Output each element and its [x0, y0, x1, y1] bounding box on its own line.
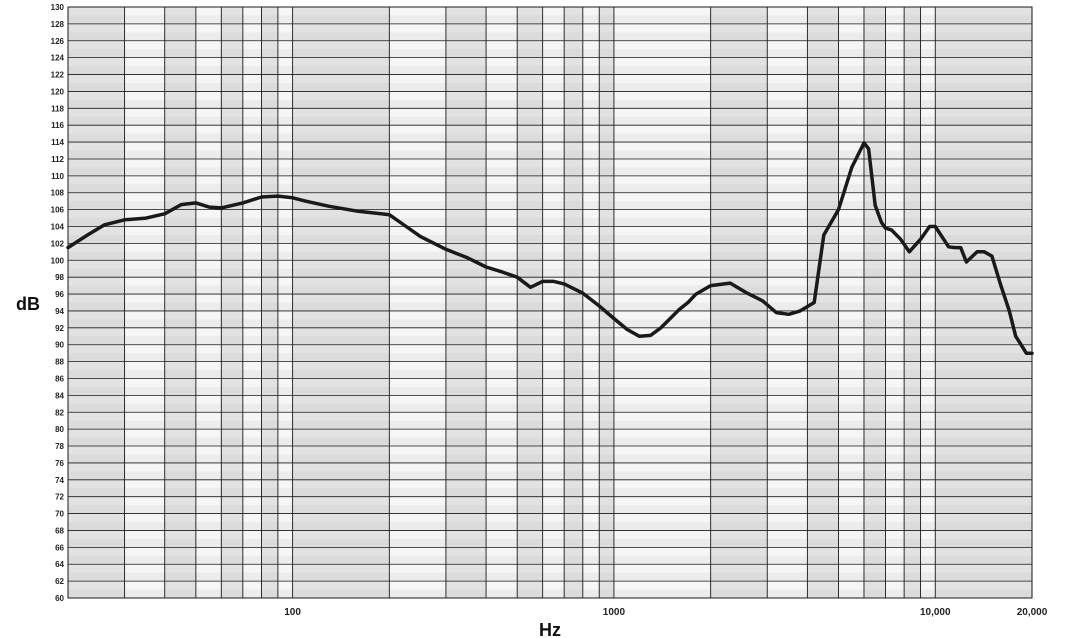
shaded-band [564, 7, 583, 598]
shaded-band [221, 7, 243, 598]
y-tick-label: 78 [55, 442, 64, 451]
row-stripe [68, 446, 1032, 455]
y-tick-label: 100 [51, 256, 65, 265]
y-tick-label: 112 [51, 155, 64, 164]
row-stripe [68, 513, 1032, 523]
row-stripe [68, 378, 1032, 387]
row-stripe [68, 175, 1032, 185]
row-stripe [68, 564, 1032, 573]
row-stripe [68, 547, 1032, 556]
row-stripe [68, 226, 1032, 235]
y-tick-label: 80 [55, 425, 64, 434]
row-stripe [68, 496, 1032, 506]
row-stripe [68, 462, 1032, 472]
x-axis-label: Hz [539, 620, 561, 638]
row-stripe [68, 530, 1032, 539]
row-stripe [68, 310, 1032, 320]
y-tick-label: 104 [51, 223, 65, 232]
y-tick-label: 108 [51, 189, 65, 198]
y-tick-label: 110 [51, 172, 64, 181]
row-stripe [68, 361, 1032, 371]
row-stripe [68, 429, 1032, 438]
x-tick-labels: 100 1000 10,000 20,000 [284, 607, 1047, 618]
y-tick-label: 74 [55, 476, 64, 485]
y-tick-label: 84 [55, 391, 64, 400]
shaded-band [164, 7, 196, 598]
y-tick-label: 72 [55, 493, 64, 502]
y-tick-label: 118 [51, 104, 64, 113]
y-tick-label: 102 [51, 239, 65, 248]
y-tick-label: 76 [55, 459, 64, 468]
response-curve [66, 141, 1034, 355]
row-stripe [68, 260, 1032, 269]
shaded-band [863, 7, 886, 598]
vertical-gridlines [67, 6, 1033, 599]
y-tick-label: 128 [51, 20, 65, 29]
shaded-band [599, 7, 614, 598]
row-stripe [68, 243, 1032, 252]
row-stripe [68, 23, 1032, 33]
row-stripe [68, 412, 1032, 421]
shaded-band [710, 7, 768, 598]
shaded-band [904, 7, 921, 598]
shaded-bands [68, 7, 1032, 598]
y-tick-label: 82 [55, 408, 64, 417]
x-tick-label: 10,000 [920, 607, 951, 618]
y-tick-label: 98 [55, 273, 64, 282]
y-tick-label: 120 [51, 87, 65, 96]
x-tick-label: 100 [284, 607, 301, 618]
y-tick-label: 122 [51, 71, 65, 80]
row-stripe [68, 581, 1032, 590]
x-tick-label: 20,000 [1017, 607, 1048, 618]
shaded-band [292, 7, 390, 598]
y-tick-label: 90 [55, 341, 64, 350]
row-stripe [68, 40, 1032, 50]
shaded-band [935, 7, 1032, 598]
y-tick-label: 64 [55, 560, 64, 569]
y-tick-label: 88 [55, 358, 64, 367]
y-tick-label: 124 [51, 54, 65, 63]
row-stripe [68, 7, 1032, 16]
y-tick-label: 94 [55, 307, 64, 316]
y-tick-label: 60 [55, 594, 64, 603]
y-tick-label: 62 [55, 577, 64, 586]
shaded-band [517, 7, 543, 598]
row-stripe [68, 108, 1032, 117]
y-tick-label: 92 [55, 324, 64, 333]
row-stripe [68, 91, 1032, 100]
y-tick-label: 114 [51, 138, 64, 147]
y-tick-label: 106 [51, 206, 65, 215]
y-tick-label: 116 [51, 121, 64, 130]
row-stripe [68, 57, 1032, 67]
y-tick-label: 96 [55, 290, 64, 299]
shaded-band [445, 7, 487, 598]
response-line [66, 141, 1034, 355]
row-stripe [68, 395, 1032, 404]
y-tick-label: 130 [51, 3, 65, 12]
row-stripe [68, 125, 1032, 134]
y-axis-label: dB [16, 294, 40, 314]
plot-border [67, 6, 1033, 599]
row-stripe [68, 479, 1032, 489]
y-tick-label: 70 [55, 510, 64, 519]
y-tick-label: 126 [51, 37, 65, 46]
row-stripe [68, 344, 1032, 354]
shaded-band [68, 7, 125, 598]
y-tick-label: 86 [55, 374, 64, 383]
row-stripe [68, 209, 1032, 219]
x-tick-label: 1000 [603, 607, 626, 618]
row-stripe [68, 294, 1032, 303]
y-tick-labels: 60 62 64 66 68 70 72 74 76 78 80 82 84 86 88 90 92 94 96 98… [51, 3, 65, 603]
y-tick-label: 68 [55, 526, 64, 535]
row-stripe [68, 158, 1032, 168]
row-stripe [68, 142, 1032, 151]
row-stripe [68, 192, 1032, 202]
row-stripe [68, 74, 1032, 83]
row-stripe [68, 327, 1032, 337]
shaded-band [261, 7, 278, 598]
y-tick-label: 66 [55, 543, 64, 552]
